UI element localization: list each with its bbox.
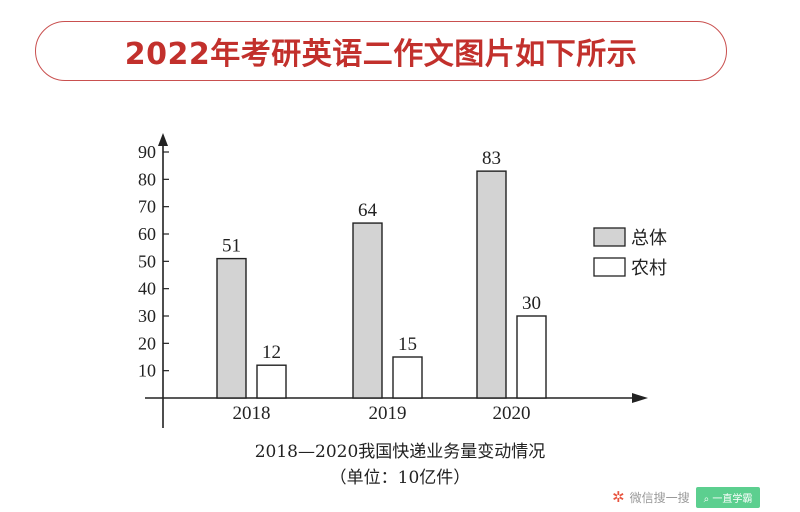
y-tick-label: 20: [138, 333, 156, 353]
legend-label: 总体: [631, 228, 667, 249]
bar-农村-2018: [256, 364, 287, 399]
data-label: 51: [222, 236, 241, 257]
y-axis-arrow-icon: [158, 133, 168, 146]
bar-农村-2020: [516, 315, 547, 399]
search-button-label: 一直学霸: [712, 493, 753, 505]
legend-label: 农村: [631, 258, 667, 279]
y-tick-label: 40: [138, 279, 156, 299]
x-tick-label: 2018: [233, 403, 271, 424]
bar-总体-2020: [476, 170, 507, 399]
x-axis-arrow-icon: [632, 393, 648, 403]
data-label: 64: [358, 200, 378, 221]
y-tick-label: 60: [138, 224, 156, 244]
legend-swatch-1: [593, 257, 626, 277]
data-label: 30: [522, 293, 541, 314]
title-banner: 2022年考研英语二作文图片如下所示: [35, 21, 727, 81]
y-tick-label: 80: [138, 169, 156, 189]
legend-swatch-0: [593, 227, 626, 247]
wechat-search-watermark: ✲ 微信搜一搜 ⌕ 一直学霸: [612, 484, 761, 510]
search-button[interactable]: ⌕ 一直学霸: [695, 486, 761, 508]
page-title: 2022年考研英语二作文图片如下所示: [124, 37, 638, 72]
chart-title: 2018—2020我国快递业务量变动情况: [255, 442, 546, 462]
data-label: 12: [262, 342, 281, 363]
wechat-search-logo-icon: ✲: [612, 488, 625, 506]
y-tick-label: 90: [138, 142, 156, 162]
watermark-text: 微信搜一搜: [629, 490, 690, 505]
x-tick-label: 2020: [493, 403, 531, 424]
data-label: 15: [398, 334, 417, 355]
bar-总体-2019: [352, 222, 383, 399]
chart-subtitle: （单位：10亿件）: [330, 468, 471, 488]
y-tick-label: 70: [138, 197, 156, 217]
bar-农村-2019: [392, 356, 423, 399]
data-label: 83: [482, 148, 501, 169]
y-tick-label: 30: [138, 306, 156, 326]
y-tick-label: 50: [138, 251, 156, 271]
y-tick-label: 10: [138, 361, 156, 381]
bar-总体-2018: [216, 257, 247, 399]
x-tick-label: 2019: [369, 403, 407, 424]
